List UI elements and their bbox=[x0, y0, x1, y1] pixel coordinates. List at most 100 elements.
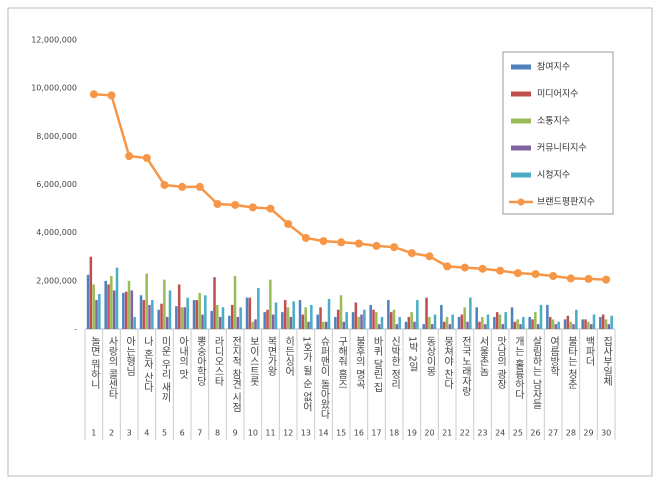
bar bbox=[139, 295, 143, 329]
x-tick-label: 동상이몽 bbox=[424, 336, 436, 376]
category-number: 18 bbox=[389, 429, 399, 438]
bar bbox=[180, 307, 184, 329]
category-number: 5 bbox=[162, 429, 167, 438]
bar bbox=[145, 273, 148, 329]
x-tick-label: 서울촌놈 bbox=[477, 336, 489, 376]
bar bbox=[395, 324, 399, 329]
legend-box bbox=[502, 51, 614, 215]
bar bbox=[151, 300, 154, 329]
bar bbox=[380, 316, 384, 329]
x-tick-label: 전지적 참견 시점 bbox=[230, 336, 242, 413]
bar bbox=[557, 321, 560, 329]
y-tick-label: - bbox=[74, 325, 77, 334]
x-tick-label: 놀면 뭐하니 bbox=[88, 336, 100, 390]
line-marker bbox=[460, 263, 469, 272]
bar bbox=[522, 316, 525, 329]
x-tick-label: 살림하는 남자들 bbox=[530, 336, 542, 409]
category-number: 14 bbox=[318, 429, 328, 438]
bar bbox=[336, 309, 340, 329]
x-tick-label: 미운 우리 새끼 bbox=[159, 336, 171, 403]
bar bbox=[592, 314, 596, 329]
bar bbox=[92, 284, 95, 329]
category-number: 29 bbox=[583, 429, 593, 438]
x-tick-label: 집사부일체 bbox=[601, 336, 613, 387]
bar bbox=[319, 307, 322, 329]
bar bbox=[354, 302, 358, 329]
y-tick-label: 8,000,000 bbox=[36, 132, 77, 141]
bar bbox=[218, 316, 222, 329]
line-marker bbox=[231, 200, 240, 209]
bar bbox=[425, 297, 428, 329]
bar bbox=[369, 304, 372, 329]
bar bbox=[513, 321, 517, 329]
line-marker bbox=[407, 249, 416, 258]
line-marker bbox=[213, 200, 222, 209]
x-tick-label: 맛남의 광장 bbox=[495, 336, 507, 389]
line-marker bbox=[478, 264, 487, 273]
bar bbox=[581, 319, 584, 329]
bar bbox=[604, 319, 608, 329]
x-tick-label: 사랑의 콜센타 bbox=[106, 336, 118, 400]
bar bbox=[110, 276, 113, 329]
bar bbox=[271, 314, 275, 329]
x-tick-label: 나 혼자 산다 bbox=[141, 336, 153, 393]
line-marker bbox=[178, 182, 187, 191]
bar bbox=[327, 298, 331, 329]
bar bbox=[198, 292, 201, 329]
bar bbox=[266, 309, 269, 329]
legend-label: 커뮤니티지수 bbox=[537, 143, 587, 154]
line-marker bbox=[107, 91, 116, 100]
bar bbox=[233, 276, 237, 329]
bar bbox=[478, 321, 481, 329]
bar bbox=[422, 324, 425, 329]
bar bbox=[301, 314, 305, 329]
category-number: 19 bbox=[407, 429, 417, 438]
y-tick-label: 2,000,000 bbox=[36, 276, 77, 285]
x-tick-label: 아는형님 bbox=[124, 336, 136, 376]
bar bbox=[584, 319, 587, 329]
bar bbox=[86, 274, 90, 329]
x-tick-label: 개는 훌륭하다 bbox=[512, 336, 524, 400]
bar bbox=[324, 321, 328, 329]
line-marker bbox=[425, 252, 434, 261]
bar bbox=[463, 307, 466, 329]
bar bbox=[248, 297, 252, 329]
bar bbox=[104, 280, 107, 329]
bar bbox=[345, 312, 348, 329]
line-marker bbox=[584, 274, 593, 283]
x-tick-label: 전국노래자랑 bbox=[459, 336, 471, 396]
bar bbox=[307, 321, 310, 329]
line-marker bbox=[602, 275, 611, 284]
bar bbox=[221, 307, 225, 329]
bar bbox=[587, 321, 590, 329]
bar bbox=[142, 300, 146, 329]
category-number: 4 bbox=[144, 429, 149, 438]
bar bbox=[310, 304, 313, 329]
legend-label: 브랜드평판지수 bbox=[537, 197, 595, 208]
bar bbox=[410, 312, 413, 329]
x-tick-label: 1호가 될 순 없어 bbox=[300, 336, 312, 413]
x-tick-label: 보이스트롯 bbox=[247, 336, 259, 386]
bar bbox=[186, 297, 189, 329]
bar bbox=[351, 312, 355, 329]
y-tick-label: 10,000,000 bbox=[31, 84, 77, 93]
bar bbox=[569, 321, 572, 329]
bar bbox=[451, 314, 454, 329]
bar bbox=[430, 324, 434, 329]
bar bbox=[292, 301, 295, 329]
bar bbox=[375, 312, 378, 329]
bar bbox=[168, 290, 172, 329]
category-number: 11 bbox=[265, 429, 275, 438]
x-tick-label: 바퀴 달린 집 bbox=[371, 336, 383, 393]
bar bbox=[98, 294, 101, 329]
x-tick-label: 구해줘 홈즈 bbox=[336, 336, 348, 389]
category-number: 1 bbox=[91, 429, 96, 438]
bar bbox=[448, 324, 452, 329]
bar bbox=[257, 288, 260, 329]
bar bbox=[216, 304, 219, 329]
category-number: 9 bbox=[233, 429, 238, 438]
bar bbox=[501, 324, 505, 329]
line-marker bbox=[390, 243, 399, 252]
category-number: 15 bbox=[336, 429, 346, 438]
bar bbox=[475, 307, 478, 329]
